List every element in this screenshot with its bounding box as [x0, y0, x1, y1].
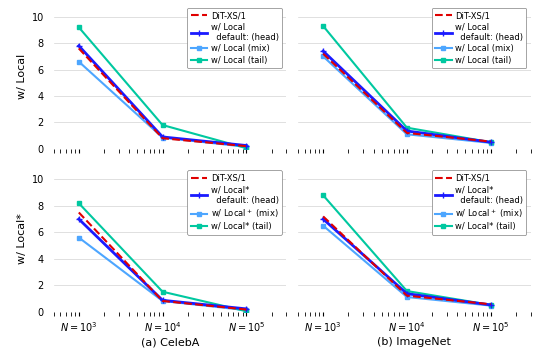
- Y-axis label: w/ Local*: w/ Local*: [18, 213, 27, 264]
- Y-axis label: w/ Local: w/ Local: [18, 53, 27, 99]
- X-axis label: (b) ImageNet: (b) ImageNet: [377, 337, 451, 347]
- Legend: DiT-XS/1, w/ Local*
  default: (head), w/ Local$^+$ (mix), w/ Local* (tail): DiT-XS/1, w/ Local* default: (head), w/ …: [432, 170, 526, 235]
- Legend: DiT-XS/1, w/ Local
  default: (head), w/ Local (mix), w/ Local (tail): DiT-XS/1, w/ Local default: (head), w/ L…: [432, 8, 526, 68]
- Legend: DiT-XS/1, w/ Local*
  default: (head), w/ Local$^+$ (mix), w/ Local* (tail): DiT-XS/1, w/ Local* default: (head), w/ …: [188, 170, 282, 235]
- X-axis label: (a) CelebA: (a) CelebA: [141, 337, 199, 347]
- Legend: DiT-XS/1, w/ Local
  default: (head), w/ Local (mix), w/ Local (tail): DiT-XS/1, w/ Local default: (head), w/ L…: [188, 8, 282, 68]
